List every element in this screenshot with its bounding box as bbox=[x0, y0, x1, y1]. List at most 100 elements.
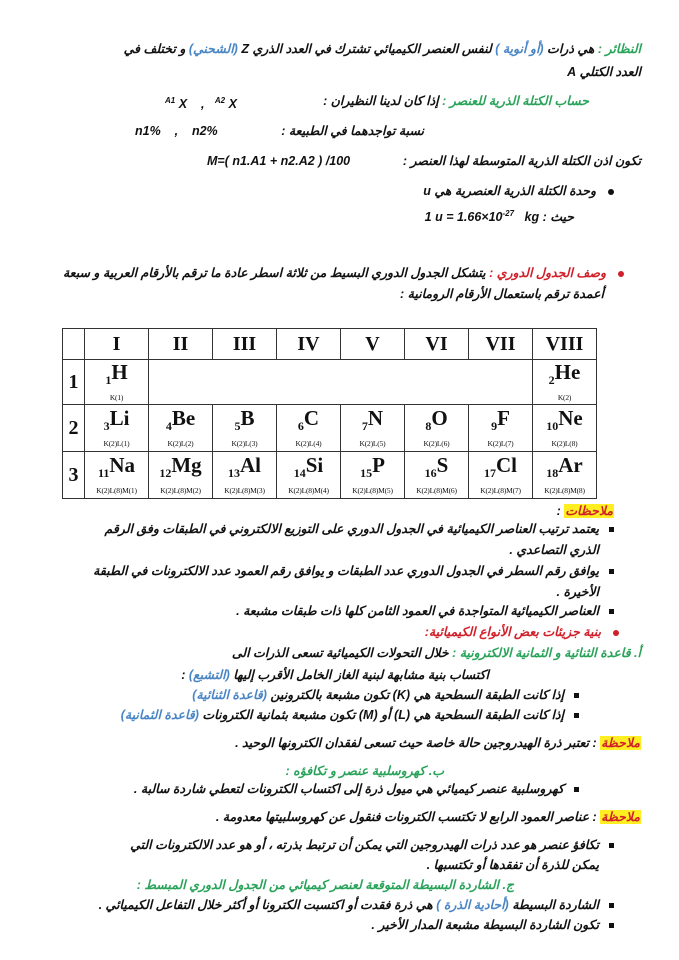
structure-title: بنية جزيئات بعض الأنواع الكيميائية: bbox=[425, 623, 619, 641]
period-number: 2 bbox=[62, 404, 85, 452]
group-header: V bbox=[340, 328, 405, 360]
bullet-icon bbox=[574, 787, 579, 793]
atomic-number: 12 bbox=[159, 466, 172, 481]
text: حيث : bbox=[542, 210, 574, 225]
isotopes-line-2: العدد الكتلي A bbox=[567, 65, 641, 79]
electron-config: K(2)L(8)M(7) bbox=[480, 485, 521, 495]
x: X bbox=[228, 97, 237, 112]
symbol: C bbox=[303, 406, 320, 431]
group-header: II bbox=[148, 328, 213, 360]
group-header: III bbox=[212, 328, 277, 360]
text: وحدة الكتلة الذرية العنصرية هي u bbox=[423, 184, 596, 198]
element-symbol: 7N bbox=[341, 407, 404, 437]
electron-config: K(2)L(6) bbox=[423, 438, 450, 448]
symbol: Ne bbox=[558, 406, 583, 431]
element-cell: 13Al K(2)L(8)M(3) bbox=[212, 451, 277, 499]
symbol: F bbox=[497, 406, 510, 431]
average-mass-label: تكون اذن الكتلة الذرية المتوسطة لهذا الع… bbox=[402, 154, 641, 168]
element-cell: 3Li K(2)L(1) bbox=[84, 404, 149, 452]
text: اكتساب بنية مشابهة لبنية الغاز الخامل ال… bbox=[229, 668, 489, 682]
element-symbol: 16S bbox=[405, 454, 468, 484]
element-symbol: 13Al bbox=[213, 454, 276, 484]
electron-config: K(2)L(8)M(1) bbox=[96, 485, 137, 495]
text: هي ذرة فقدت أو اكتسبت الكترونا أو أكثر خ… bbox=[98, 898, 437, 912]
note-item: يوافق رقم السطر في الجدول الدوري عدد الط… bbox=[93, 562, 614, 580]
group-iv-note: ملاحظة : عناصر العمود الرابع لا تكتسب ال… bbox=[216, 808, 641, 826]
text: الشاردة البسيطة bbox=[508, 898, 599, 912]
symbol: P bbox=[372, 453, 385, 478]
element-cell: 1H K(1) bbox=[84, 359, 149, 405]
electron-config: K(2)L(8)M(6) bbox=[416, 485, 457, 495]
atomic-number: 18 bbox=[546, 466, 559, 481]
note-item-cont: الذري التصاعدي . bbox=[509, 543, 599, 557]
element-cell: 9F K(2)L(7) bbox=[468, 404, 533, 452]
atomic-number: 4 bbox=[165, 419, 172, 434]
electron-config: K(2)L(8)M(4) bbox=[288, 485, 329, 495]
electron-config: K(2)L(8)M(5) bbox=[352, 485, 393, 495]
iso2: A2 bbox=[214, 96, 226, 105]
group-header: VII bbox=[468, 328, 533, 360]
isotopes-line-1: النظائر : هي ذرات (أو أنوية ) لنفس العنص… bbox=[124, 40, 641, 58]
electron-config: K(2)L(2) bbox=[167, 438, 194, 448]
symbol: Si bbox=[305, 453, 324, 478]
element-symbol: 11Na bbox=[85, 454, 148, 484]
element-cell: 7N K(2)L(5) bbox=[340, 404, 405, 452]
empty-cell bbox=[148, 359, 533, 405]
text: (أحادية الذرة ) bbox=[436, 898, 509, 912]
atomic-number: 1 bbox=[105, 373, 112, 388]
text: : تعتبر ذرة الهيدروجين حالة خاصة حيث تسع… bbox=[235, 736, 601, 750]
electron-config: K(2)L(7) bbox=[487, 438, 514, 448]
text: يوافق رقم السطر في الجدول الدوري عدد الط… bbox=[93, 564, 599, 578]
element-symbol: 2He bbox=[533, 361, 596, 391]
period-number: 3 bbox=[62, 451, 85, 499]
symbol: Cl bbox=[496, 453, 517, 478]
element-cell: 6C K(2)L(4) bbox=[276, 404, 341, 452]
group-header: I bbox=[84, 328, 149, 360]
atomic-number: 8 bbox=[425, 419, 432, 434]
text: (أو أنوية ) bbox=[495, 42, 544, 56]
element-symbol: 15P bbox=[341, 454, 404, 484]
bullet-icon bbox=[609, 609, 614, 615]
text: kg bbox=[524, 210, 540, 225]
text: 1 u = 1.66×10 bbox=[424, 210, 503, 225]
text: كهروسلبية عنصر كيميائي هي ميول ذرة إلى ا… bbox=[133, 782, 564, 796]
valence-def-cont: يمكن للذرة أن تفقدها أو تكتسبها . bbox=[426, 858, 599, 872]
electron-config: K(2)L(1) bbox=[103, 438, 130, 448]
atomic-mass-line: حساب الكتلة الذرية للعنصر : إذا كان لدين… bbox=[323, 92, 589, 110]
element-symbol: 1H bbox=[85, 361, 148, 391]
symbol: Al bbox=[240, 453, 261, 478]
x: X bbox=[178, 97, 188, 112]
unit-line: وحدة الكتلة الذرية العنصرية هي u bbox=[423, 182, 614, 200]
element-symbol: 6C bbox=[277, 407, 340, 437]
bullet-icon bbox=[609, 527, 614, 533]
average-mass-formula: M=( n1.A1 + n2.A2 ) /100 bbox=[207, 154, 351, 168]
isotopes-term: النظائر : bbox=[597, 42, 641, 56]
abundance-values: n1% , n2% bbox=[135, 124, 218, 138]
text: تكافؤ عنصر هو عدد ذرات الهيدروجين التي ي… bbox=[130, 838, 599, 852]
bullet-icon bbox=[613, 629, 619, 636]
text: لنفس العنصر الكيميائي تشترك في العدد الذ… bbox=[237, 42, 496, 56]
element-symbol: 8O bbox=[405, 407, 468, 437]
group-header: VI bbox=[404, 328, 469, 360]
period-number: 1 bbox=[62, 359, 85, 405]
element-cell: 18Ar K(2)L(8)M(8) bbox=[532, 451, 597, 499]
symbol: Li bbox=[109, 406, 130, 431]
note-item: العناصر الكيميائية المتواجدة في العمود ا… bbox=[236, 602, 614, 620]
element-cell: 12Mg K(2)L(8)M(2) bbox=[148, 451, 213, 499]
bullet-icon bbox=[609, 923, 614, 929]
periodic-table: I II III IV V VI VII VIII 1 1H K(1) 2He K(2) 2 3Li K(2)… bbox=[62, 328, 597, 499]
element-symbol: 18Ar bbox=[533, 454, 596, 484]
text: إذا كان لدينا النظيران : bbox=[323, 94, 443, 108]
electron-config: K(2)L(8) bbox=[551, 438, 578, 448]
element-symbol: 9F bbox=[469, 407, 532, 437]
text: (قاعدة الثنائية) bbox=[192, 688, 267, 702]
text: (التشبع) bbox=[188, 668, 230, 682]
element-symbol: 5B bbox=[213, 407, 276, 437]
element-symbol: 17Cl bbox=[469, 454, 532, 484]
simple-ion-def: الشاردة البسيطة (أحادية الذرة ) هي ذرة ف… bbox=[99, 896, 614, 914]
bullet-icon bbox=[609, 569, 614, 575]
electron-config: K(2)L(8)M(8) bbox=[544, 485, 585, 495]
element-symbol: 3Li bbox=[85, 407, 148, 437]
element-cell: 5B K(2)L(3) bbox=[212, 404, 277, 452]
bullet-icon bbox=[608, 188, 614, 195]
